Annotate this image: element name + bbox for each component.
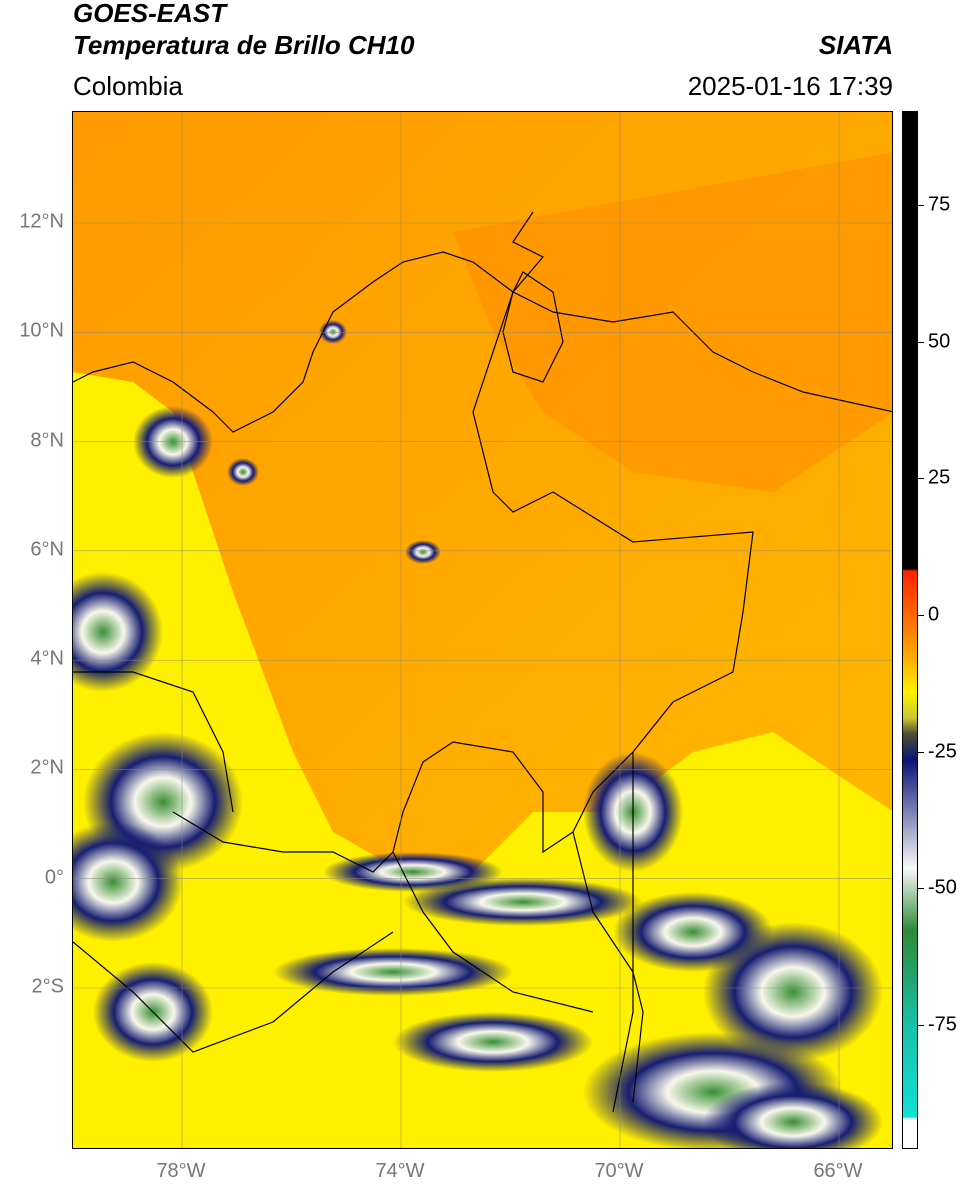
country-borders [73,211,892,1113]
cloud-layer [73,320,883,1148]
colorbar [902,111,918,1149]
colorbar-tick-label: -25 [928,740,957,763]
title-product: Temperatura de Brillo CH10 [73,30,415,60]
title-satellite: GOES-EAST [73,0,227,28]
colorbar-tick-label: 75 [928,193,951,216]
lake-maracaibo [502,271,564,383]
lat-label: 2°S [31,975,64,998]
map-frame [72,111,893,1149]
colorbar-tick-label: -50 [928,876,957,899]
lat-label: 0° [44,866,64,889]
gridlines [73,112,892,1148]
colorbar-tick-label: -75 [928,1013,957,1036]
lon-label: 78°W [156,1160,206,1182]
colorbar-tick-label: 25 [928,466,951,489]
colorbar-tick-mark [918,341,924,343]
colorbar-gradient [903,112,917,1148]
colorbar-tick-mark [918,205,924,206]
lon-label: 74°W [375,1160,425,1182]
lat-label: 2°N [30,756,64,779]
colorbar-tick-label: 50 [928,330,951,353]
lat-label: 6°N [30,538,64,561]
lon-label: 70°W [594,1160,644,1182]
colorbar-tick-mark [918,615,924,616]
colorbar-tick-label: 0 [928,603,940,626]
colorbar-tick-mark [918,1025,924,1026]
lat-label: 10°N [19,319,64,342]
title-organization: SIATA [818,30,893,60]
title-datetime: 2025-01-16 17:39 [687,71,893,101]
colorbar-tick-mark [918,478,924,480]
warm-core [453,152,892,492]
lon-label: 66°W [813,1160,863,1182]
title-region: Colombia [73,71,183,101]
colorbar-tick-mark [918,888,924,890]
lat-label: 8°N [30,429,64,452]
colorbar-tick-mark [918,751,924,753]
lat-label: 4°N [30,647,64,670]
lat-label: 12°N [19,210,64,233]
satellite-map [73,112,892,1148]
